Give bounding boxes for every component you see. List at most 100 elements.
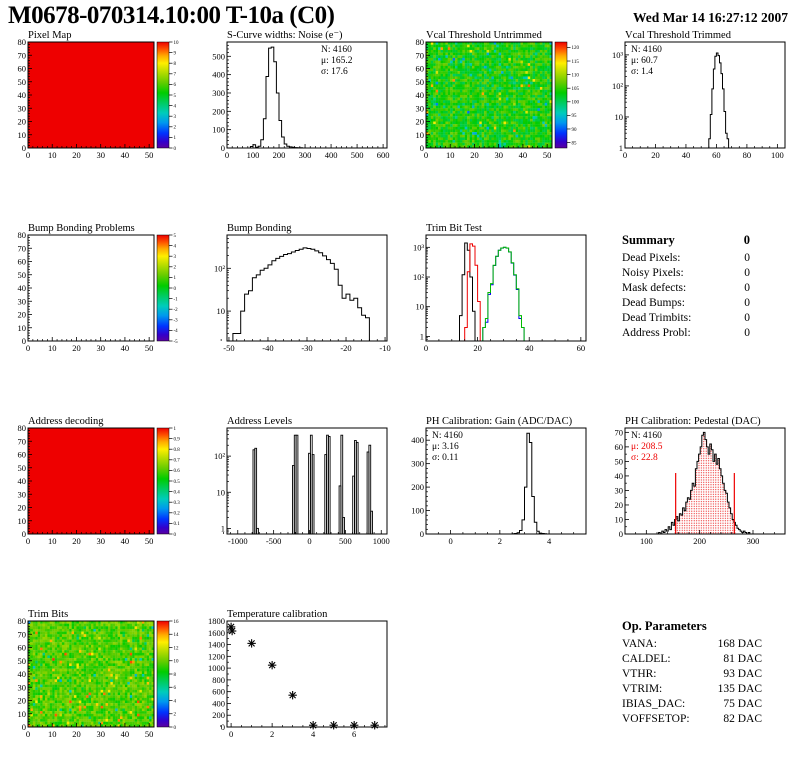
svg-text:40: 40 (615, 471, 624, 481)
svg-text:1: 1 (174, 427, 177, 432)
svg-text:30: 30 (494, 150, 503, 160)
svg-text:40: 40 (121, 343, 130, 353)
svg-text:0: 0 (174, 533, 177, 538)
svg-text:300: 300 (299, 150, 312, 160)
svg-text:20: 20 (72, 150, 81, 160)
svg-text:500: 500 (351, 150, 364, 160)
svg-text:4: 4 (547, 536, 552, 546)
svg-text:400: 400 (325, 150, 338, 160)
ph-gain-chart: PH Calibration: Gain (ADC/DAC) 0 2 4 0 100 200… (398, 414, 597, 607)
svg-text:1: 1 (420, 331, 424, 341)
svg-text:N: 4160: N: 4160 (631, 45, 662, 55)
svg-text:0: 0 (22, 336, 26, 346)
svg-text:Vcal Threshold Trimmed: Vcal Threshold Trimmed (625, 30, 732, 41)
summary-row: Dead Pixels: 0 (622, 252, 750, 264)
svg-text:1: 1 (174, 136, 177, 141)
svg-text:30: 30 (96, 343, 105, 353)
op-parameters-block: Op. Parameters VANA: 168 DAC CALDEL: 81 DA… (622, 619, 762, 727)
svg-text:70: 70 (615, 427, 624, 437)
op-parameter-row: IBIAS_DAC: 75 DAC (622, 698, 762, 710)
svg-text:8: 8 (174, 62, 177, 67)
svg-text:3: 3 (174, 115, 177, 120)
svg-text:90: 90 (572, 128, 578, 133)
bump-bonding-chart: Bump Bonding -50 -40 -30 -20 -10 10 10² (199, 221, 398, 414)
svg-text:60: 60 (18, 257, 27, 267)
svg-text:0.6: 0.6 (174, 469, 181, 474)
op-parameters-title: Op. Parameters (622, 619, 707, 633)
svg-text:0.4: 0.4 (174, 490, 181, 495)
svg-text:-5: -5 (174, 340, 179, 345)
svg-text:300: 300 (747, 536, 760, 546)
svg-text:σ: 0.11: σ: 0.11 (432, 453, 459, 463)
svg-text:40: 40 (18, 90, 27, 100)
svg-text:120: 120 (572, 46, 580, 51)
svg-text:50: 50 (416, 77, 425, 87)
svg-text:10: 10 (18, 323, 27, 333)
svg-text:2: 2 (498, 536, 502, 546)
summary-panel: Summary 0 Dead Pixels: 0 Noisy Pixels: 0 M… (597, 221, 796, 414)
svg-text:40: 40 (18, 476, 27, 486)
svg-text:10²: 10² (612, 81, 624, 91)
svg-text:50: 50 (18, 463, 27, 473)
svg-text:Bump Bonding Problems: Bump Bonding Problems (28, 223, 135, 234)
summary-title-row: Summary 0 (622, 233, 750, 248)
svg-text:10: 10 (615, 112, 624, 122)
svg-text:10: 10 (217, 306, 226, 316)
svg-text:80: 80 (18, 423, 27, 433)
op-parameter-row: VOFFSETOP: 82 DAC (622, 713, 762, 725)
svg-text:60: 60 (615, 442, 624, 452)
svg-text:200: 200 (273, 150, 286, 160)
svg-text:-1000: -1000 (228, 536, 248, 546)
svg-text:0: 0 (174, 287, 177, 292)
svg-text:500: 500 (339, 536, 352, 546)
svg-text:0.3: 0.3 (174, 501, 181, 506)
svg-text:400: 400 (411, 435, 424, 445)
address-decoding-chart: Address decoding 0 10 20 30 40 50 0 10 20 30 40 50 60… (0, 414, 199, 607)
svg-text:30: 30 (18, 103, 27, 113)
svg-text:10: 10 (174, 41, 180, 46)
svg-text:20: 20 (72, 536, 81, 546)
svg-text:4: 4 (174, 104, 177, 109)
svg-text:0: 0 (424, 343, 428, 353)
svg-text:4: 4 (174, 244, 177, 249)
svg-text:N: 4160: N: 4160 (631, 431, 662, 441)
svg-text:PH Calibration: Gain (ADC/DAC): PH Calibration: Gain (ADC/DAC) (426, 416, 573, 427)
svg-text:0: 0 (225, 150, 229, 160)
svg-text:10: 10 (446, 150, 455, 160)
page-title: M0678-070314.10:00 T-10a (C0) (8, 2, 335, 29)
svg-text:20: 20 (18, 117, 27, 127)
svg-text:100: 100 (572, 101, 580, 106)
svg-text:1: 1 (174, 276, 177, 281)
svg-text:-50: -50 (223, 343, 234, 353)
svg-text:30: 30 (18, 489, 27, 499)
svg-text:40: 40 (682, 150, 691, 160)
address-levels-chart: Address Levels -1000 -500 0 500 1000 1 10 10² (199, 414, 398, 607)
svg-text:N: 4160: N: 4160 (432, 431, 463, 441)
svg-text:20: 20 (18, 503, 27, 513)
svg-text:-1: -1 (174, 297, 179, 302)
svg-text:600: 600 (377, 150, 390, 160)
svg-text:0: 0 (221, 143, 225, 153)
svg-text:30: 30 (416, 103, 425, 113)
svg-text:20: 20 (416, 117, 425, 127)
svg-text:80: 80 (18, 37, 27, 47)
svg-text:0: 0 (307, 536, 311, 546)
svg-text:-40: -40 (262, 343, 273, 353)
svg-text:0.7: 0.7 (174, 459, 181, 464)
svg-text:0: 0 (174, 147, 177, 152)
svg-text:20: 20 (651, 150, 660, 160)
svg-text:0.1: 0.1 (174, 522, 181, 527)
svg-text:1: 1 (619, 143, 623, 153)
svg-text:0: 0 (619, 529, 623, 539)
op-parameters-title-row: Op. Parameters (622, 619, 750, 634)
svg-text:1: 1 (221, 523, 225, 533)
empty-cell (398, 607, 597, 772)
svg-text:0: 0 (420, 143, 424, 153)
svg-text:0: 0 (26, 536, 30, 546)
op-parameter-row: VTHR: 93 DAC (622, 668, 762, 680)
svg-text:85: 85 (572, 141, 578, 146)
svg-text:10³: 10³ (413, 242, 425, 252)
pixel-map-chart: Pixel Map 0 10 20 30 40 50 0 10 20 30 40 50 60 70 80 10 9… (0, 28, 199, 221)
svg-text:σ: 17.6: σ: 17.6 (321, 67, 348, 77)
summary-total: 0 (743, 233, 750, 247)
